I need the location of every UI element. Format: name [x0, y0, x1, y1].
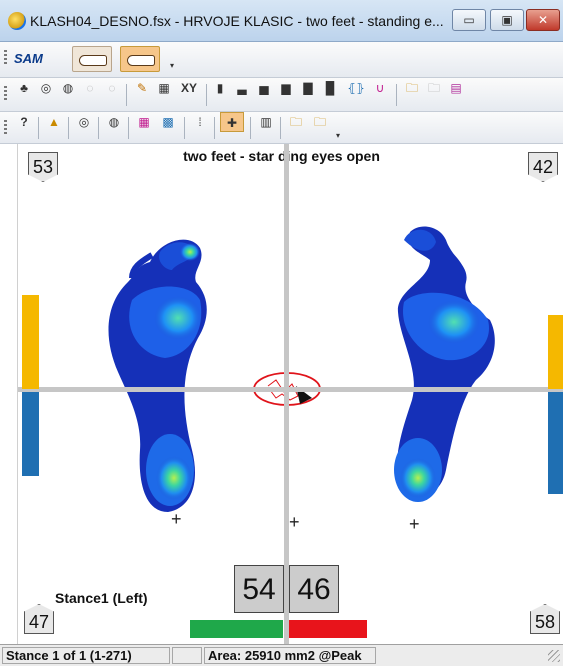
toolbar-view: ? ▲ ◎ ◍ ▦ ▩ ⁞ ✚ ▥ 🗀 🗀 ▾ [0, 112, 563, 144]
right-percent-value: 46 [289, 565, 339, 613]
maximize-button[interactable]: ▣ [490, 9, 524, 31]
save-folder-icon[interactable]: 🗀 [313, 115, 326, 129]
toolbar-separator [38, 117, 39, 139]
right-back-weight-bar [548, 392, 563, 494]
corner-value-top-right: 42 [528, 152, 558, 182]
right-front-weight-bar [548, 315, 563, 389]
toolbar-separator [128, 117, 129, 139]
foot-compare-icon[interactable]: ◌ [86, 81, 94, 95]
report-icon[interactable]: ▤ [450, 81, 462, 95]
toolbar-separator [206, 84, 207, 106]
close-button[interactable]: ✕ [526, 9, 560, 31]
status-bar: Stance 1 of 1 (1-271) Area: 25910 mm2 @P… [0, 644, 563, 666]
bars-3-icon[interactable]: ▆ [281, 81, 291, 95]
pressure-grid-icon[interactable]: ▦ [138, 115, 150, 129]
toolbar-chevron-down-icon[interactable]: ▾ [170, 61, 175, 70]
foot-pair-icon[interactable]: ◍ [62, 81, 74, 95]
right-foot-center-marker: + [409, 514, 420, 534]
left-front-weight-bar [22, 295, 39, 389]
toolbar-grip[interactable] [4, 86, 7, 102]
plot-title: two feet - star ding eyes open [183, 148, 380, 164]
folder-disabled-icon[interactable]: 🗀 [427, 81, 440, 95]
resize-grip-icon[interactable] [548, 650, 560, 662]
toolbar-chevron-down-icon[interactable]: ▾ [336, 131, 341, 140]
left-percent-bar [190, 620, 283, 638]
toolbar-separator [396, 84, 397, 106]
sam-button[interactable]: SAM [14, 51, 43, 66]
toolbar-separator [184, 117, 185, 139]
window-title: KLASH04_DESNO.fsx - HRVOJE KLASIC - two … [30, 13, 444, 29]
stance-label: Stance1 (Left) [55, 590, 148, 606]
shoe-top-button[interactable] [120, 46, 160, 72]
toolbar-separator [214, 117, 215, 139]
vertical-axis-line [284, 144, 289, 644]
right-percent-bar [289, 620, 367, 638]
split-bars-icon[interactable]: ⁞ [198, 115, 202, 129]
corner-value-top-left: 53 [28, 152, 58, 182]
brackets-icon[interactable]: ⦃⦄ [347, 81, 365, 95]
cross-axis-button[interactable]: ✚ [220, 112, 244, 132]
toolbar-separator [126, 84, 127, 106]
left-gutter [0, 144, 18, 644]
pressure-canvas[interactable] [18, 144, 563, 644]
toolbar-separator [68, 117, 69, 139]
xy-button[interactable]: XY [180, 81, 197, 95]
toolbar-sam: SAM ▾ [0, 42, 563, 78]
foot-outline-2-icon[interactable]: ◎ [78, 115, 90, 129]
status-stance: Stance 1 of 1 (1-271) [2, 647, 170, 664]
pressure-ab-icon[interactable]: ▩ [162, 115, 174, 129]
right-foot-heatmap [394, 226, 495, 502]
help-icon[interactable]: ? [20, 115, 28, 129]
pen-line-icon[interactable]: ✎ [136, 81, 148, 95]
corner-value-bottom-left: 47 [24, 604, 54, 634]
magnet-icon[interactable]: ∪ [375, 81, 385, 95]
status-empty-cell [172, 647, 202, 664]
toolbar-separator [250, 117, 251, 139]
title-bar: KLASH04_DESNO.fsx - HRVOJE KLASIC - two … [0, 0, 563, 42]
foot-sequence-icon[interactable]: ◌ [108, 81, 116, 95]
toolbar-grip[interactable] [4, 120, 7, 136]
left-back-weight-bar [22, 392, 39, 476]
left-foot-center-marker: + [171, 509, 182, 529]
toolbar-grip[interactable] [4, 50, 7, 66]
app-logo-icon [8, 12, 26, 30]
abc-triangle-icon[interactable]: ▲ [48, 115, 60, 129]
shoe-side-button[interactable] [72, 46, 112, 72]
footprints-icon[interactable]: ♣ [20, 81, 28, 95]
open-folder-icon[interactable]: 🗀 [405, 81, 418, 95]
left-foot-heatmap [108, 239, 207, 512]
horizontal-axis-line [18, 387, 563, 392]
status-area: Area: 25910 mm2 @Peak [204, 647, 376, 664]
corner-value-bottom-right: 58 [530, 604, 560, 634]
minimize-button[interactable]: ▭ [452, 9, 486, 31]
toolbar-analysis: ♣ ◎ ◍ ◌ ◌ ✎ ▦ XY ▮ ▃ ▅ ▆ ▇ █ ⦃⦄ ∪ 🗀 🗀 ▤ [0, 78, 563, 112]
foot-outline-icon[interactable]: ◎ [40, 81, 52, 95]
toolbar-separator [280, 117, 281, 139]
bars-1-icon[interactable]: ▃ [237, 81, 247, 95]
left-percent-value: 54 [234, 565, 284, 613]
bars-4-icon[interactable]: ▇ [303, 81, 313, 95]
open-folder-2-icon[interactable]: 🗀 [289, 115, 302, 129]
center-marker: + [289, 512, 300, 532]
grid-icon[interactable]: ▦ [158, 81, 170, 95]
bars-2-icon[interactable]: ▅ [259, 81, 269, 95]
table-icon[interactable]: ▥ [260, 115, 272, 129]
foot-green-icon[interactable]: ▮ [216, 81, 224, 95]
status-filler [378, 647, 548, 664]
bars-5-icon[interactable]: █ [325, 81, 335, 95]
toolbar-separator [98, 117, 99, 139]
foot-compare-2-icon[interactable]: ◍ [108, 115, 120, 129]
